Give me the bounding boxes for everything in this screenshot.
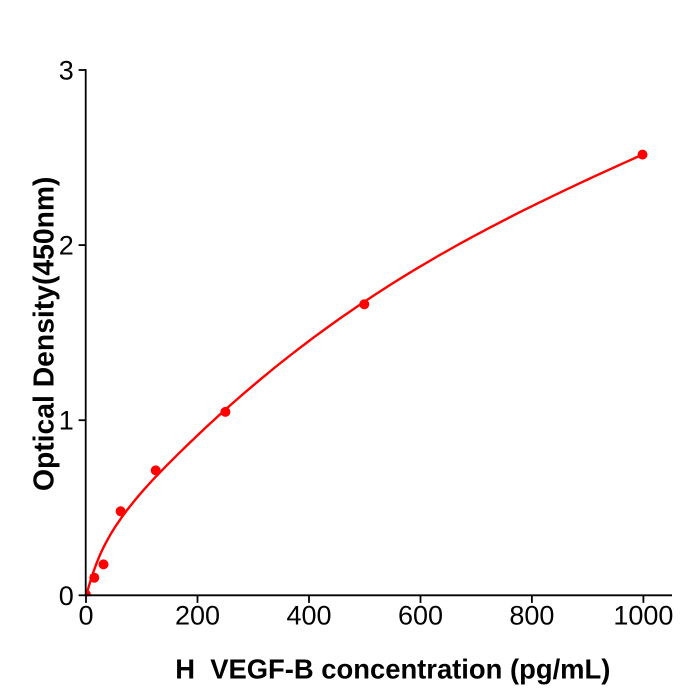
svg-text:0: 0 xyxy=(78,600,93,630)
svg-text:3: 3 xyxy=(59,56,74,86)
svg-text:Optical Density(450nm): Optical Density(450nm) xyxy=(27,177,59,492)
svg-text:800: 800 xyxy=(509,600,554,630)
svg-text:600: 600 xyxy=(398,600,443,630)
svg-text:1: 1 xyxy=(59,406,74,436)
svg-text:400: 400 xyxy=(286,600,331,630)
svg-text:H VEGF-B concentration (pg/mL: H VEGF-B concentration (pg/mL) xyxy=(175,653,610,684)
svg-text:1000: 1000 xyxy=(613,600,673,630)
svg-text:0: 0 xyxy=(59,581,74,611)
svg-text:2: 2 xyxy=(59,231,74,261)
svg-text:200: 200 xyxy=(175,600,220,630)
